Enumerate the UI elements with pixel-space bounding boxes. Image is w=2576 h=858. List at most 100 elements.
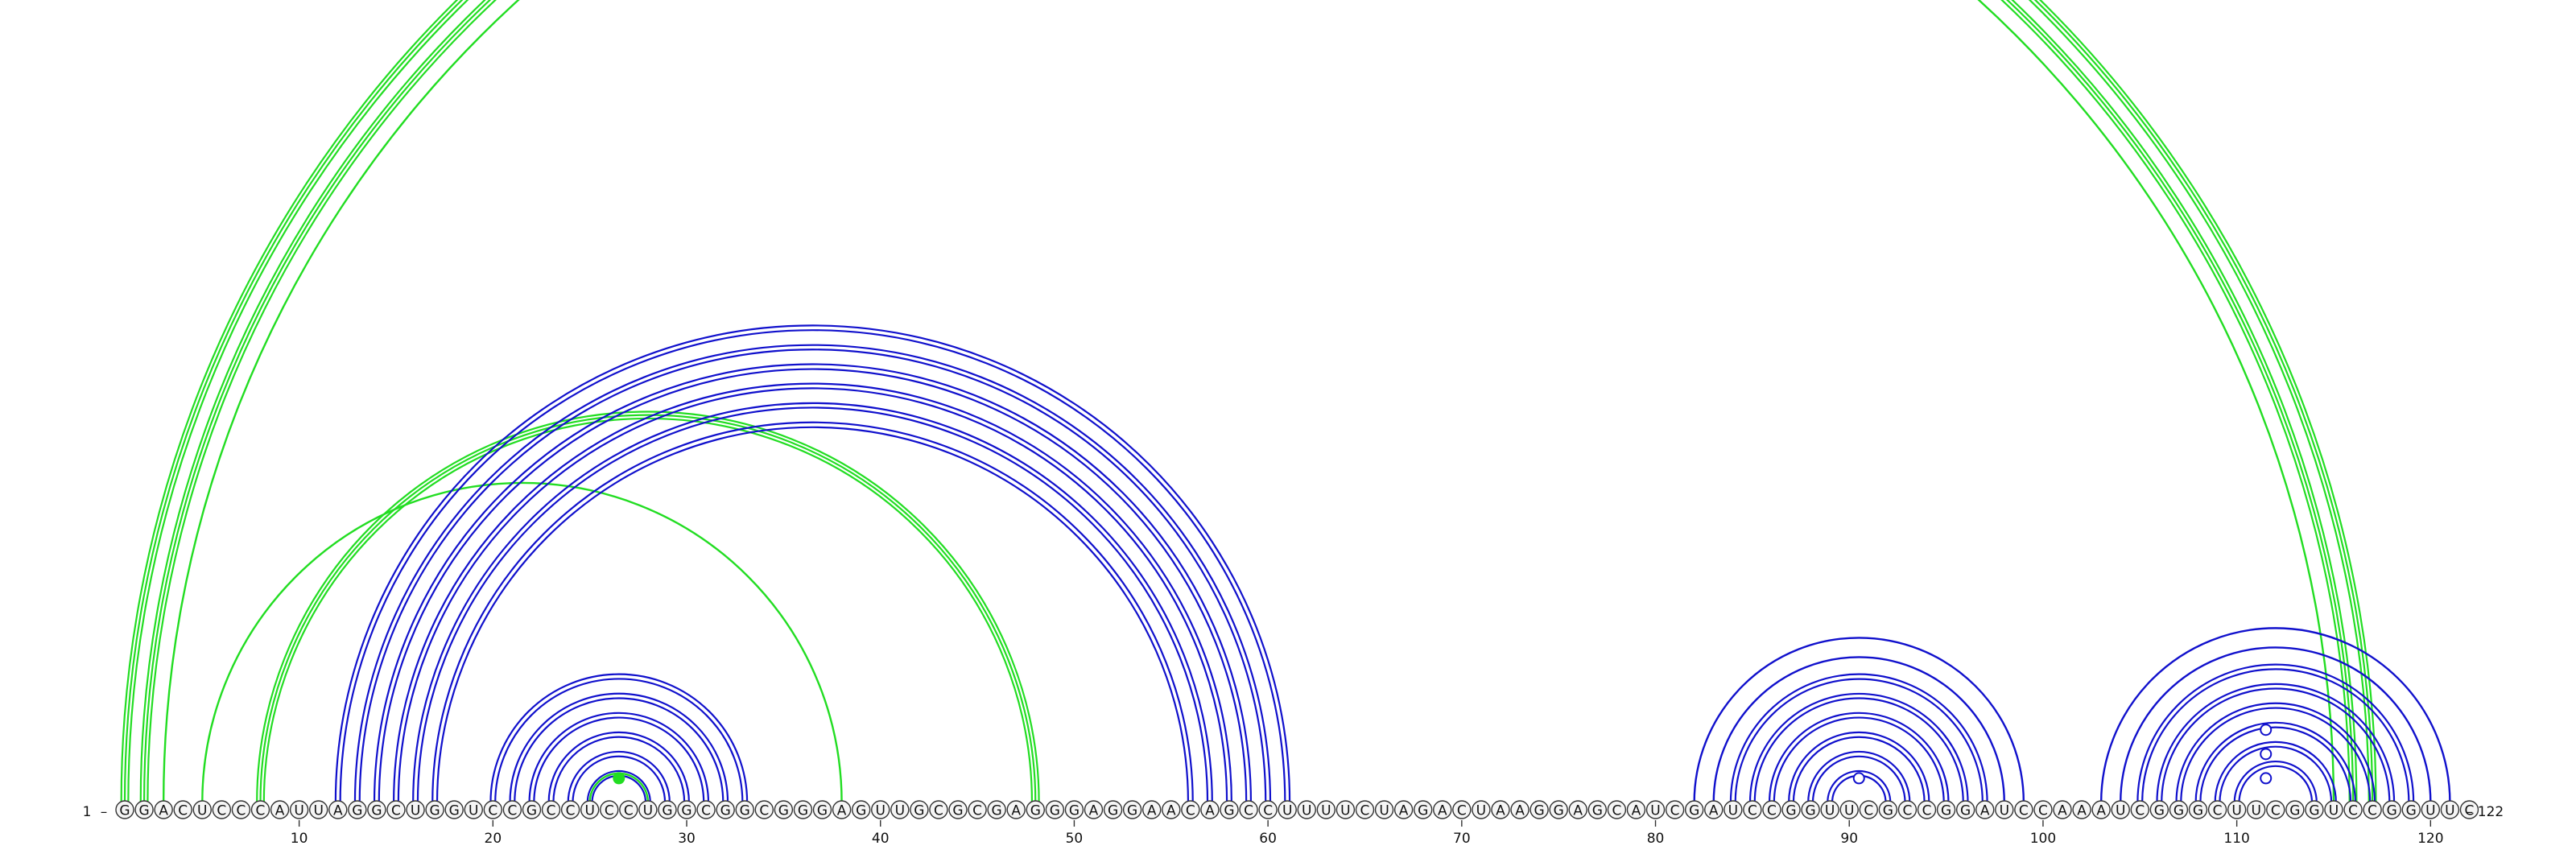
- stem-arc: [412, 402, 1213, 803]
- nucleotide-letter: G: [2309, 803, 2319, 819]
- nucleotide-circle: [1995, 800, 2014, 819]
- nucleotide-letter: C: [1612, 803, 1621, 819]
- nucleotide-letter: U: [1340, 803, 1350, 819]
- nucleotide-circle: [2033, 800, 2053, 819]
- tick-label: 110: [2223, 831, 2249, 847]
- nucleotide-circle: [2343, 800, 2363, 819]
- stem-arc: [2175, 702, 2376, 803]
- nucleotide-letter: A: [1011, 803, 1021, 819]
- stem-arc: [1768, 712, 1950, 803]
- stem-arc: [2099, 627, 2451, 803]
- nucleotide-circle: [1181, 800, 1200, 819]
- nucleotide-letter: C: [566, 803, 576, 819]
- nucleotide-circle: [1162, 800, 1181, 819]
- nucleotide-circle: [929, 800, 948, 819]
- nucleotide-circle: [464, 800, 483, 819]
- nucleotide-circle: [1026, 800, 1045, 819]
- pseudoknot-arc: [201, 481, 843, 803]
- nucleotide-circle: [638, 800, 658, 819]
- pseudoknot-arc: [142, 0, 2355, 803]
- nucleotide-letter: U: [1302, 803, 1311, 819]
- nucleotide-circle: [754, 800, 774, 819]
- nucleotide-letter: C: [256, 803, 266, 819]
- nucleotide-letter: A: [1709, 803, 1719, 819]
- nucleotide-letter: C: [236, 803, 246, 819]
- nucleotide-letter: C: [2348, 803, 2358, 819]
- nucleotide-letter: C: [1670, 803, 1680, 819]
- nucleotide-letter: U: [1650, 803, 1660, 819]
- stem-arc: [2214, 740, 2337, 803]
- nucleotide-letter: G: [1030, 803, 1041, 819]
- nucleotide-circle: [406, 800, 425, 819]
- nucleotide-circle: [2207, 800, 2227, 819]
- nucleotide-circle: [1587, 800, 1608, 819]
- nucleotide-letter: U: [1728, 803, 1738, 819]
- nucleotide-circle: [1278, 800, 1297, 819]
- nucleotide-letter: A: [2077, 803, 2087, 819]
- stem-arc: [431, 421, 1194, 803]
- nucleotide-circle: [1084, 800, 1104, 819]
- nucleotide-letter: U: [584, 803, 594, 819]
- nucleotide-circle: [2266, 800, 2285, 819]
- nucleotide-letter: G: [778, 803, 789, 819]
- nucleotide-circle: [2440, 800, 2460, 819]
- tick-label: 40: [872, 831, 890, 847]
- nucleotide-letter: U: [197, 803, 207, 819]
- nucleotide-letter: C: [1360, 803, 1370, 819]
- stem-arc: [1753, 698, 1964, 803]
- nucleotide-circle: [871, 800, 890, 819]
- nucleotide-letter: G: [2387, 803, 2397, 819]
- nucleotide-letter: G: [1941, 803, 1951, 819]
- nucleotide-circle: [1917, 800, 1937, 819]
- stem-arc: [567, 751, 671, 803]
- nucleotide-circle: [2169, 800, 2189, 819]
- stem-arc: [552, 736, 686, 803]
- nucleotide-circle: [309, 800, 328, 819]
- nucleotide-letter: G: [1689, 803, 1699, 819]
- pair-marker: [2260, 772, 2273, 785]
- nucleotide-circle: [2130, 800, 2149, 819]
- nucleotide-circle: [1316, 800, 1336, 819]
- nucleotide-circle: [1491, 800, 1510, 819]
- position-ticks: 10 20 30 40 50 60 70 80 90 100 110 120: [291, 820, 2444, 847]
- nucleotide-circle: [1452, 800, 1472, 819]
- stem-arc: [341, 330, 1286, 802]
- nucleotide-circle: [2188, 800, 2208, 819]
- nucleotide-letter: G: [856, 803, 866, 819]
- nucleotide-circle: [619, 800, 638, 819]
- nucleotide-letter: A: [1632, 803, 1641, 819]
- tick-label: 90: [1840, 831, 1858, 847]
- nucleotide-circle: [386, 800, 406, 819]
- nucleotide-circle: [677, 800, 696, 819]
- stem-arc: [528, 712, 710, 803]
- pair-marker: [2260, 748, 2273, 761]
- stem-arc: [1693, 637, 2025, 803]
- tick-label: 100: [2030, 831, 2056, 847]
- nucleotide-letter: C: [507, 803, 517, 819]
- nucleotide-circle: [483, 800, 503, 819]
- nucleotide-circle: [173, 800, 192, 819]
- nucleotide-circle: [1413, 800, 1433, 819]
- pair-marker: [1852, 772, 1865, 785]
- nucleotide-letter: U: [895, 803, 905, 819]
- nucleotide-circle: [890, 800, 910, 819]
- nucleotide-letter: G: [2193, 803, 2203, 819]
- stem-arc: [353, 344, 1272, 803]
- nucleotide-circle: [1220, 800, 1239, 819]
- nucleotide-circle: [1859, 800, 1879, 819]
- nucleotide-letter: A: [1399, 803, 1409, 819]
- nucleotide-circle: [1335, 800, 1356, 819]
- nucleotide-letter: C: [2271, 803, 2281, 819]
- nucleotide-circle: [910, 800, 929, 819]
- nucleotide-letter: G: [662, 803, 672, 819]
- nucleotide-letter: C: [624, 803, 634, 819]
- nucleotide-circle: [1665, 800, 1685, 819]
- stem-arc: [1729, 673, 1988, 803]
- nucleotide-letter: C: [1903, 803, 1913, 819]
- nucleotide-letter: U: [294, 803, 303, 819]
- nucleotide-circle: [987, 800, 1006, 819]
- stem-arc: [1807, 750, 1911, 803]
- stem-arc: [1748, 692, 1969, 803]
- stem-arc: [514, 697, 724, 803]
- nucleotide-letter: C: [178, 803, 188, 819]
